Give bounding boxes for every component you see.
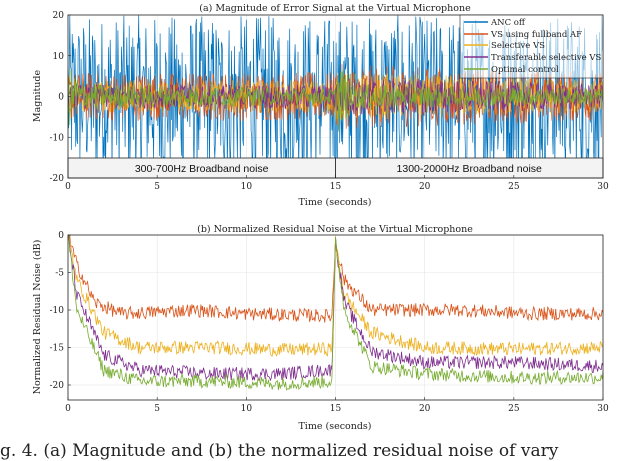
a-ytick-label: 10 xyxy=(53,52,65,62)
legend-label-anc-off: ANC off xyxy=(490,18,526,28)
b-xtick-label: 20 xyxy=(419,404,431,414)
panel-b-ylabel: Normalized Residual Noise (dB) xyxy=(32,240,43,395)
panel-a-legend: ANC off VS using fullband AF Selective V… xyxy=(459,14,604,79)
b-ytick-label: -10 xyxy=(50,306,65,316)
series-a-transferable-selective-vs xyxy=(67,77,604,117)
band-left-label: 300-700Hz Broadband noise xyxy=(135,163,269,175)
panel-a-ylabel: Magnitude xyxy=(32,69,43,122)
legend-label-fullband: VS using fullband AF xyxy=(490,30,582,40)
panel-b-chart: 0 5 10 15 20 25 30 0 -5 -10 -15 -20 (b) Normalized… xyxy=(32,224,609,432)
a-xtick-label: 30 xyxy=(597,182,609,192)
series-b-transferable-selective-vs xyxy=(67,234,604,382)
b-xtick-label: 5 xyxy=(154,404,160,414)
a-xtick-label: 20 xyxy=(419,182,431,192)
b-ytick-label: -15 xyxy=(50,344,65,354)
a-ytick-label: 0 xyxy=(58,93,64,103)
panel-a-x-ticks: 0 5 10 15 20 25 30 xyxy=(65,175,609,192)
series-b-optimal-control xyxy=(67,235,604,391)
a-ytick-label: 20 xyxy=(53,11,65,21)
legend-label-selective: Selective VS xyxy=(491,41,545,51)
a-ytick-label: -10 xyxy=(50,133,65,143)
figure-caption: g. 4. (a) Magnitude and (b) the normaliz… xyxy=(0,441,559,461)
panel-b-xlabel: Time (seconds) xyxy=(298,421,371,432)
a-xtick-label: 15 xyxy=(330,182,342,192)
b-ytick-label: -20 xyxy=(50,381,65,391)
b-ytick-label: -5 xyxy=(55,269,64,279)
panel-a-y-ticks: 20 10 0 -10 -20 xyxy=(50,11,71,184)
a-xtick-label: 0 xyxy=(65,182,71,192)
panel-a-chart: 300-700Hz Broadband noise 1300-2000Hz Br… xyxy=(32,3,609,208)
legend-box xyxy=(459,14,604,79)
series-a-selective-vs xyxy=(67,72,604,121)
band-right-label: 1300-2000Hz Broadband noise xyxy=(397,163,543,175)
a-xtick-label: 5 xyxy=(154,182,160,192)
a-xtick-label: 10 xyxy=(241,182,253,192)
legend-label-transferable: Transferable selective VS xyxy=(491,53,602,63)
panel-a-xlabel: Time (seconds) xyxy=(298,197,371,208)
panel-b-series xyxy=(67,234,604,391)
b-ytick-label: 0 xyxy=(58,231,64,241)
b-xtick-label: 0 xyxy=(65,404,71,414)
b-xtick-label: 15 xyxy=(330,404,342,414)
b-xtick-label: 25 xyxy=(508,404,520,414)
panel-b-title: (b) Normalized Residual Noise at the Vir… xyxy=(197,224,473,235)
a-ytick-label: -20 xyxy=(50,174,65,184)
panel-b-y-ticks: 0 -5 -10 -15 -20 xyxy=(50,231,71,391)
panel-a-series xyxy=(67,15,604,178)
b-xtick-label: 10 xyxy=(241,404,253,414)
legend-label-optimal: Optimal control xyxy=(491,65,559,75)
series-a-optimal-control xyxy=(67,69,604,132)
b-xtick-label: 30 xyxy=(597,404,609,414)
panel-a-title: (a) Magnitude of Error Signal at the Vir… xyxy=(199,3,471,14)
a-xtick-label: 25 xyxy=(508,182,520,192)
panel-b-x-ticks: 0 5 10 15 20 25 30 xyxy=(65,397,609,414)
series-b-selective-vs xyxy=(68,234,604,357)
